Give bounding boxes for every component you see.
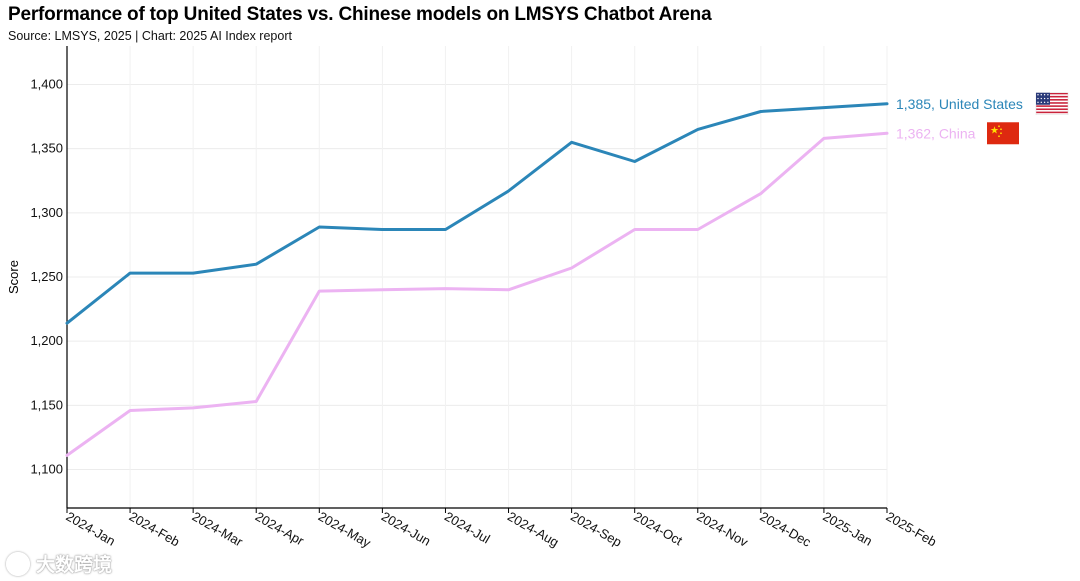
flag-field	[987, 122, 1019, 145]
x-tick-label: 2024-Jan	[64, 509, 118, 549]
chart-title: Performance of top United States vs. Chi…	[8, 4, 712, 25]
y-tick-label: 1,250	[30, 269, 63, 284]
flag-star	[1047, 94, 1049, 96]
flag-stripe	[1036, 95, 1068, 98]
series-lines	[65, 102, 889, 457]
series-line-china	[65, 131, 889, 457]
x-tick-label: 2024-Sep	[568, 509, 624, 550]
flag-star	[1047, 101, 1049, 104]
y-tick-label: 1,350	[30, 141, 63, 156]
flag-stripe	[1036, 99, 1068, 101]
flag-star	[1040, 94, 1042, 96]
y-tick-label: 1,400	[30, 77, 63, 92]
flag-stripe	[1036, 108, 1068, 111]
x-tick-label: 2024-Dec	[757, 509, 814, 550]
x-tick-label: 2024-May	[316, 509, 374, 551]
flag-star	[1040, 97, 1042, 100]
flag-star	[1047, 97, 1049, 100]
y-axis-label: Score	[6, 260, 21, 294]
series-end-label: 1,362, China	[896, 125, 976, 141]
y-tick-label: 1,200	[30, 333, 63, 348]
us-flag-icon	[1035, 92, 1069, 115]
y-tick-label: 1,150	[30, 397, 63, 412]
x-tick-label: 2024-Aug	[505, 509, 561, 550]
y-ticks: 1,100 1,150 1,200 1,250 1,300 1,350 1,400	[30, 77, 63, 477]
series-end-label: 1,385, United States	[896, 96, 1023, 112]
china-flag-icon: ★	[987, 122, 1019, 145]
series-line-united-states	[65, 102, 889, 325]
flag-small-star	[1000, 128, 1002, 131]
x-tick-label: 2025-Jan	[820, 509, 874, 549]
x-tick-label: 2024-Oct	[631, 509, 685, 549]
chart-subtitle: Source: LMSYS, 2025 | Chart: 2025 AI Ind…	[8, 29, 292, 43]
x-tick-label: 2024-Feb	[127, 509, 183, 550]
grid	[66, 46, 888, 508]
x-tick-label: 2024-Jul	[442, 509, 493, 547]
series-labels: 1,385, United States 1,362, China ★	[896, 92, 1069, 145]
flag-star	[1043, 97, 1046, 100]
y-tick-label: 1,100	[30, 462, 63, 477]
watermark: 大数跨境	[6, 550, 112, 577]
flag-star	[1040, 101, 1042, 104]
flag-star	[1037, 97, 1039, 100]
flag-star	[1037, 94, 1039, 96]
x-tick-label: 2024-Apr	[253, 509, 307, 549]
x-tick-label: 2024-Mar	[190, 509, 246, 550]
flag-star	[1043, 101, 1046, 104]
axes	[66, 46, 888, 513]
flag-star	[1043, 94, 1046, 96]
flag-small-star	[998, 125, 1000, 128]
flag-small-star	[1000, 132, 1002, 135]
watermark-text: 大数跨境	[36, 555, 113, 576]
x-tick-label: 2025-Feb	[884, 509, 940, 550]
flag-stripe	[1036, 102, 1068, 104]
flag-stripe	[1036, 105, 1068, 107]
flag-big-star: ★	[990, 125, 999, 136]
flag-small-star	[998, 135, 1000, 138]
y-tick-label: 1,300	[30, 205, 63, 220]
watermark-logo-icon	[6, 551, 30, 576]
x-tick-label: 2024-Nov	[694, 509, 751, 550]
flag-canton	[1036, 92, 1050, 105]
flag-star	[1037, 101, 1039, 104]
flag-stripe	[1036, 111, 1068, 114]
x-ticks: 2024-Jan 2024-Feb 2024-Mar 2024-Apr 2024-May…	[64, 509, 940, 551]
flag-stripe	[1036, 92, 1068, 95]
x-tick-label: 2024-Jun	[379, 509, 433, 549]
